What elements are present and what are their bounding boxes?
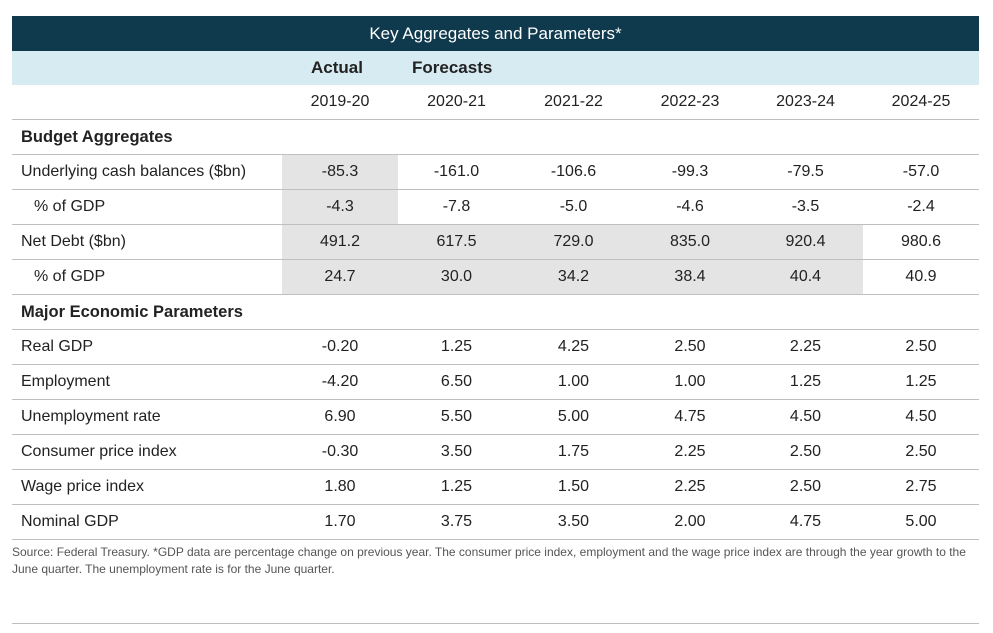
forecasts-header: Forecasts (412, 58, 493, 77)
row-label: Net Debt ($bn) (21, 233, 126, 250)
table-cell: 1.25 (440, 338, 473, 355)
table-cell: 2.50 (905, 338, 937, 355)
table-cell: 2.75 (905, 478, 937, 495)
table-cell: -57.0 (902, 163, 940, 180)
table-row: % of GDP 24.7 30.0 34.2 38.4 40.4 40.9 (12, 260, 979, 295)
table-cell: 40.4 (748, 260, 863, 294)
table-cell: 729.0 (515, 225, 632, 259)
table-cell: 2.25 (789, 338, 822, 355)
section-row-economic: Major Economic Parameters (12, 295, 979, 330)
table-cell: 5.00 (905, 513, 937, 530)
key-aggregates-table: Key Aggregates and Parameters* Actual Fo… (12, 16, 979, 540)
table-cell: 2.25 (674, 478, 706, 495)
table-cell: 980.6 (900, 233, 942, 250)
table-cell: 2.50 (674, 338, 706, 355)
table-cell: 4.50 (905, 408, 937, 425)
row-label: Employment (21, 373, 110, 390)
table-title: Key Aggregates and Parameters* (12, 16, 979, 51)
row-label: Unemployment rate (21, 408, 161, 425)
row-label: Nominal GDP (21, 513, 119, 530)
table-cell: 4.75 (674, 408, 706, 425)
table-cell: -7.8 (442, 198, 471, 215)
table-cell: -2.4 (907, 198, 935, 215)
table-cell: 1.00 (557, 373, 590, 390)
table-cell: -4.6 (676, 198, 704, 215)
actual-header: Actual (311, 58, 363, 77)
table-row: % of GDP -4.3 -7.8 -5.0 -4.6 -3.5 -2.4 (12, 190, 979, 225)
table-cell: 40.9 (905, 268, 937, 285)
table-cell: 1.25 (789, 373, 822, 390)
table-cell: -5.0 (559, 198, 588, 215)
table-row: Nominal GDP 1.70 3.75 3.50 2.00 4.75 5.0… (12, 505, 979, 540)
table-cell: 617.5 (398, 225, 515, 259)
table-cell: -106.6 (550, 163, 597, 180)
row-label: % of GDP (34, 198, 106, 215)
row-label: Underlying cash balances ($bn) (21, 163, 247, 180)
table-cell: 5.50 (440, 408, 473, 425)
table-cell: 4.25 (557, 338, 590, 355)
column-group-header: Actual Forecasts (12, 51, 979, 85)
table-cell: 30.0 (398, 260, 515, 294)
table-cell: 1.25 (905, 373, 937, 390)
year-header: 2021-22 (544, 93, 603, 110)
table-cell: 491.2 (282, 225, 398, 259)
table-cell: 2.25 (674, 443, 706, 460)
table-row: Unemployment rate 6.90 5.50 5.00 4.75 4.… (12, 400, 979, 435)
table-cell: -4.20 (321, 373, 359, 390)
table-cell: 1.80 (324, 478, 356, 495)
table-cell: 34.2 (515, 260, 632, 294)
section-title: Budget Aggregates (21, 128, 173, 146)
table-cell: -161.0 (433, 163, 480, 180)
table-cell: 2.00 (674, 513, 706, 530)
table-cell: 1.25 (440, 478, 473, 495)
row-label: Wage price index (21, 478, 145, 495)
table-cell: -85.3 (282, 155, 398, 189)
year-header: 2022-23 (660, 93, 720, 110)
year-header: 2020-21 (427, 93, 486, 110)
table-cell: 5.00 (557, 408, 590, 425)
table-cell: 24.7 (282, 260, 398, 294)
table-cell: -99.3 (671, 163, 709, 180)
table-cell: -3.5 (791, 198, 820, 215)
row-label: Consumer price index (21, 443, 177, 460)
table-row: Wage price index 1.80 1.25 1.50 2.25 2.5… (12, 470, 979, 505)
table-cell: -0.30 (321, 443, 359, 460)
table-cell: 4.75 (789, 513, 822, 530)
table-cell: 1.75 (557, 443, 590, 460)
row-label: % of GDP (34, 268, 106, 285)
table-row: Underlying cash balances ($bn) -85.3 -16… (12, 155, 979, 190)
table-row: Real GDP -0.20 1.25 4.25 2.50 2.25 2.50 (12, 330, 979, 365)
table-cell: 920.4 (748, 225, 863, 259)
bottom-divider (12, 623, 979, 624)
year-header: 2023-24 (776, 93, 835, 110)
table-cell: 3.50 (557, 513, 590, 530)
table-cell: 3.50 (440, 443, 473, 460)
year-header: 2019-20 (310, 93, 370, 110)
section-row-budget: Budget Aggregates (12, 120, 979, 155)
table-cell: 2.50 (905, 443, 937, 460)
table-cell: 6.90 (324, 408, 356, 425)
source-note: Source: Federal Treasury. *GDP data are … (12, 545, 966, 576)
year-header: 2024-25 (891, 93, 951, 110)
table-cell: 6.50 (440, 373, 473, 390)
table-cell: 38.4 (632, 260, 748, 294)
table-cell: 1.50 (557, 478, 590, 495)
table-cell: 2.50 (789, 478, 822, 495)
table-cell: 835.0 (632, 225, 748, 259)
table-row: Employment -4.20 6.50 1.00 1.00 1.25 1.2… (12, 365, 979, 400)
table-cell: -0.20 (321, 338, 359, 355)
table-cell: -4.3 (282, 190, 398, 224)
table-cell: 2.50 (789, 443, 822, 460)
section-title: Major Economic Parameters (21, 303, 243, 321)
table-cell: 1.00 (674, 373, 706, 390)
table-cell: 3.75 (440, 513, 473, 530)
row-label: Real GDP (21, 338, 94, 355)
table-row: Net Debt ($bn) 491.2 617.5 729.0 835.0 9… (12, 225, 979, 260)
table-cell: -79.5 (787, 163, 824, 180)
table-cell: 1.70 (324, 513, 356, 530)
year-header-row: 2019-20 2020-21 2021-22 2022-23 2023-24 … (12, 85, 979, 120)
table-row: Consumer price index -0.30 3.50 1.75 2.2… (12, 435, 979, 470)
table-cell: 4.50 (789, 408, 822, 425)
